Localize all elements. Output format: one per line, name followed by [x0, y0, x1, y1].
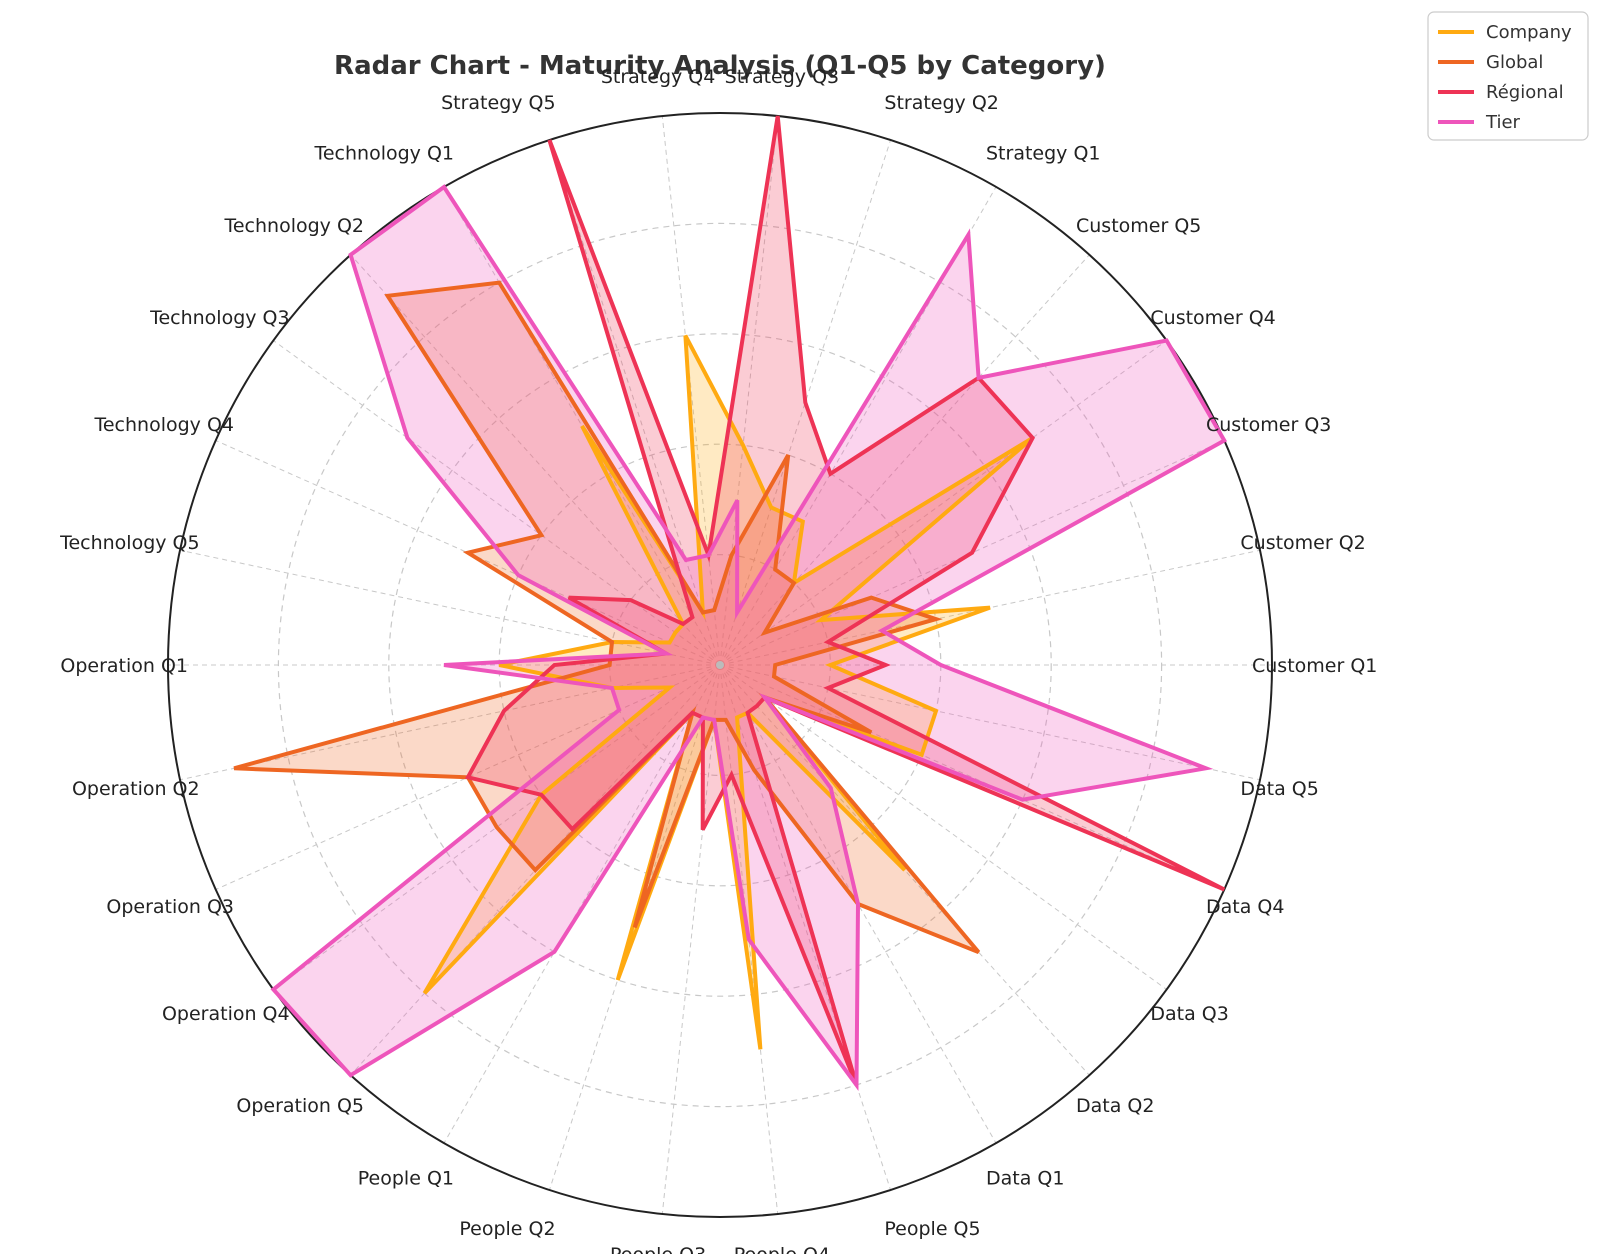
- axis-label-customer-q4: Customer Q4: [1150, 307, 1275, 329]
- axis-label-operation-q1: Operation Q1: [60, 655, 188, 677]
- legend-label-global: Global: [1486, 52, 1543, 73]
- axis-label-technology-q2: Technology Q2: [223, 215, 364, 237]
- axis-label-strategy-q3: Strategy Q3: [725, 66, 840, 88]
- axis-label-strategy-q1: Strategy Q1: [986, 142, 1101, 164]
- axis-label-data-q2: Data Q2: [1076, 1095, 1154, 1117]
- spoke-people-q3: [661, 664, 721, 1215]
- axis-label-people-q2: People Q2: [459, 1218, 555, 1240]
- series-line-tier: [270, 184, 1228, 1091]
- axis-label-technology-q4: Technology Q4: [93, 414, 234, 436]
- spoke-strategy-q2: [719, 139, 892, 666]
- axis-label-operation-q3: Operation Q3: [106, 896, 234, 918]
- spoke-strategy-q4: [661, 115, 721, 666]
- axis-label-operation-q2: Operation Q2: [72, 778, 200, 800]
- spoke-operation-q5: [350, 664, 721, 1076]
- spoke-strategy-q3: [719, 115, 779, 666]
- series-fill-tier: [273, 187, 1225, 1085]
- spoke-people-q2: [548, 664, 721, 1191]
- axis-label-customer-q2: Customer Q2: [1240, 532, 1365, 554]
- axis-label-technology-q5: Technology Q5: [59, 532, 200, 554]
- series-layer: [233, 115, 1228, 1091]
- axis-label-strategy-q4: Strategy Q4: [601, 66, 716, 88]
- outer-ring: [167, 112, 1273, 1218]
- series-fill-company: [424, 335, 1033, 1050]
- grid-ring: [388, 333, 1052, 997]
- spoke-data-q2: [719, 664, 1090, 1076]
- spoke-data-q4: [719, 664, 1225, 890]
- spoke-strategy-q5: [548, 139, 721, 666]
- spoke-operation-q3: [215, 664, 721, 890]
- axis-label-technology-q3: Technology Q3: [149, 307, 290, 329]
- axis-label-data-q3: Data Q3: [1150, 1003, 1228, 1025]
- axis-label-strategy-q2: Strategy Q2: [884, 92, 999, 114]
- spoke-technology-q5: [179, 549, 721, 666]
- axis-label-people-q4: People Q4: [734, 1244, 830, 1254]
- chart-title: Radar Chart - Maturity Analysis (Q1-Q5 b…: [334, 51, 1106, 81]
- spoke-customer-q5: [719, 254, 1090, 666]
- axis-labels: Customer Q1 Customer Q2 Customer Q3 Custome…: [59, 66, 1377, 1254]
- axis-label-people-q5: People Q5: [884, 1218, 980, 1240]
- spoke-customer-q3: [719, 440, 1225, 666]
- spoke-operation-q2: [179, 664, 721, 781]
- spoke-technology-q4: [215, 440, 721, 666]
- axis-label-customer-q5: Customer Q5: [1076, 215, 1201, 237]
- spoke-people-q5: [719, 664, 892, 1191]
- legend-label-tier: Tier: [1485, 112, 1521, 133]
- spoke-data-q3: [719, 664, 1167, 990]
- axis-label-data-q5: Data Q5: [1240, 778, 1318, 800]
- grid-ring: [277, 222, 1163, 1108]
- spoke-technology-q3: [273, 340, 721, 666]
- axis-label-people-q3: People Q3: [610, 1244, 706, 1254]
- spoke-technology-q2: [350, 254, 721, 666]
- spoke-customer-q2: [719, 549, 1261, 666]
- axis-label-technology-q1: Technology Q1: [313, 142, 454, 164]
- spoke-operation-q4: [273, 664, 721, 990]
- axis-label-customer-q1: Customer Q1: [1252, 655, 1377, 677]
- legend: Company Global Régional Tier: [1427, 11, 1589, 141]
- axis-label-data-q1: Data Q1: [986, 1168, 1064, 1190]
- center-point: [716, 661, 724, 669]
- grid-layer: [167, 112, 1273, 1218]
- spoke-customer-q4: [719, 340, 1167, 666]
- axis-label-strategy-q5: Strategy Q5: [441, 92, 556, 114]
- axis-label-people-q1: People Q1: [358, 1168, 454, 1190]
- axis-label-data-q4: Data Q4: [1206, 896, 1284, 918]
- axis-label-operation-q4: Operation Q4: [162, 1003, 290, 1025]
- axis-label-operation-q5: Operation Q5: [236, 1095, 364, 1117]
- axis-label-customer-q3: Customer Q3: [1206, 414, 1331, 436]
- series-line-r-gional: [464, 115, 1226, 1086]
- spoke-technology-q1: [443, 186, 721, 666]
- spoke-data-q5: [719, 664, 1261, 781]
- legend-label-r-gional: Régional: [1486, 82, 1564, 103]
- legend-frame: [1427, 11, 1589, 141]
- spoke-people-q1: [443, 664, 721, 1144]
- legend-label-company: Company: [1486, 22, 1572, 43]
- spoke-data-q1: [719, 664, 997, 1144]
- spoke-people-q4: [719, 664, 779, 1215]
